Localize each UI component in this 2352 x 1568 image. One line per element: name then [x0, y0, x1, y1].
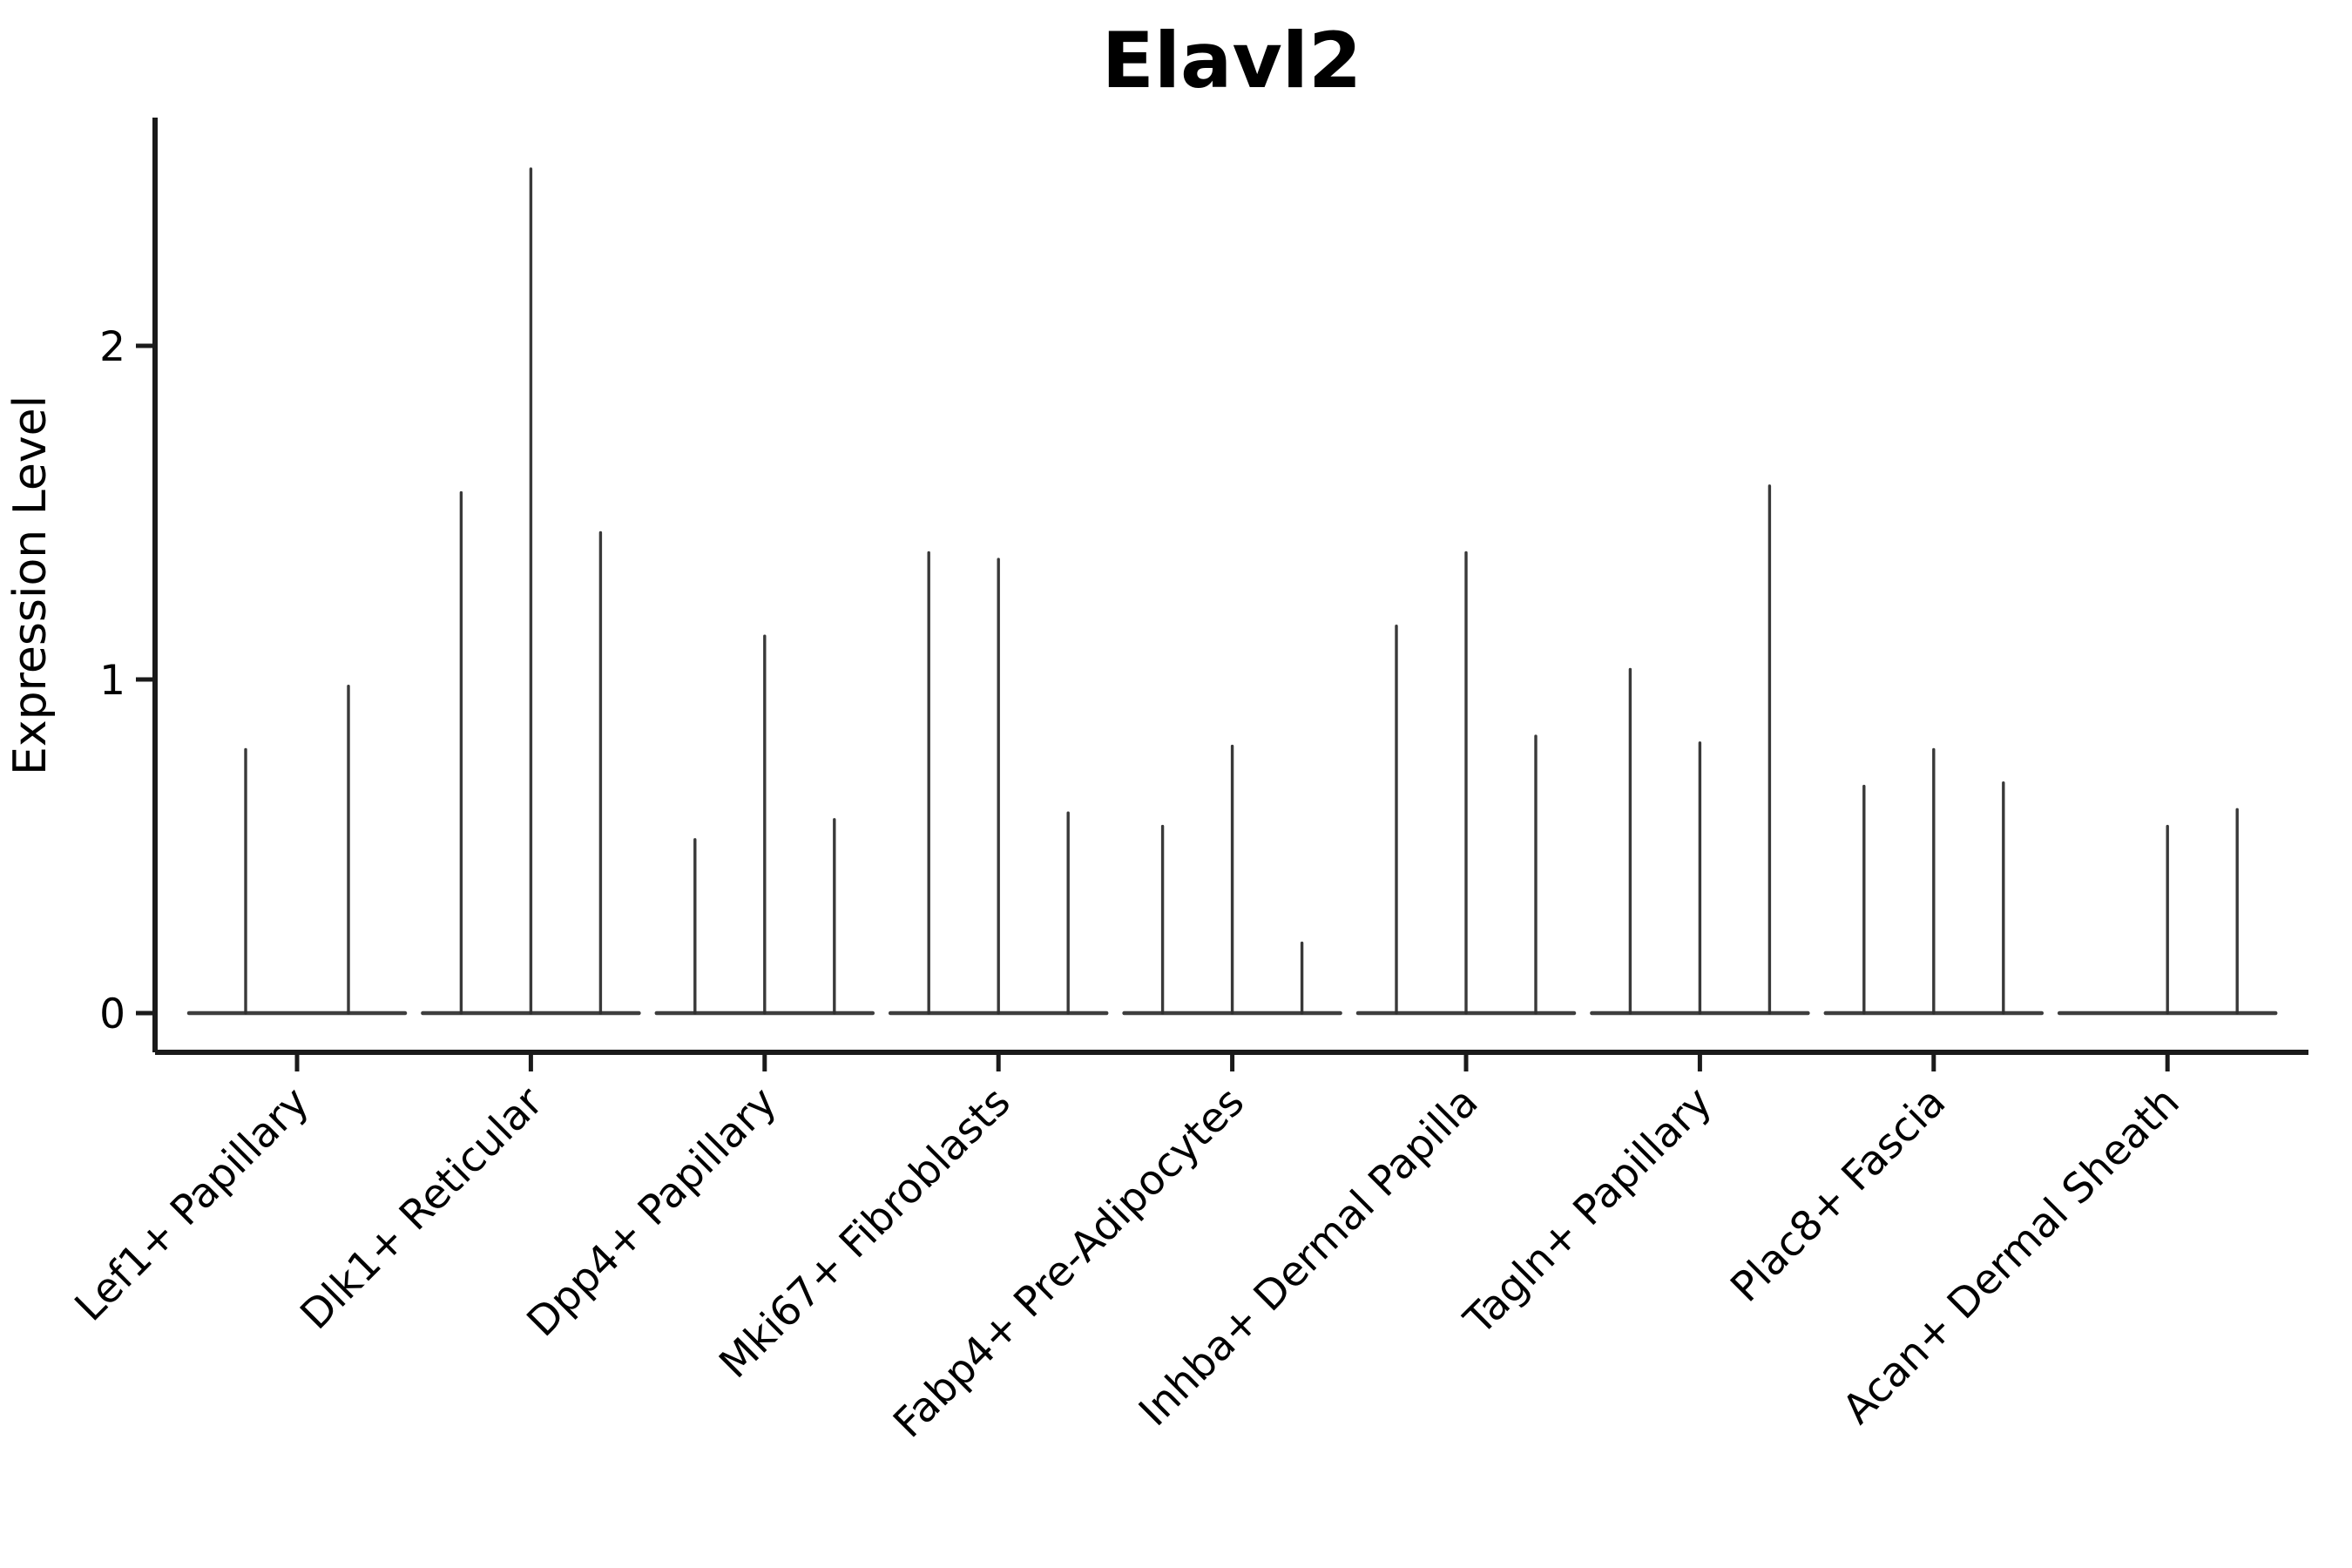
y-tick-label: 2: [99, 323, 125, 371]
x-category-label: Dpp4+ Papillary: [518, 1078, 787, 1347]
x-category-label: Dlk1+ Reticular: [291, 1078, 552, 1339]
y-tick-label: 0: [99, 990, 125, 1038]
x-category-label: Plac8+ Fascia: [1721, 1078, 1955, 1312]
x-category-label: Tagln+ Papillary: [1455, 1078, 1721, 1345]
x-category-label: Lef1+ Papillary: [66, 1078, 319, 1331]
y-tick-label: 1: [99, 657, 125, 705]
y-axis-label: Expression Level: [4, 395, 57, 775]
chart-title: Elavl2: [1102, 16, 1362, 105]
